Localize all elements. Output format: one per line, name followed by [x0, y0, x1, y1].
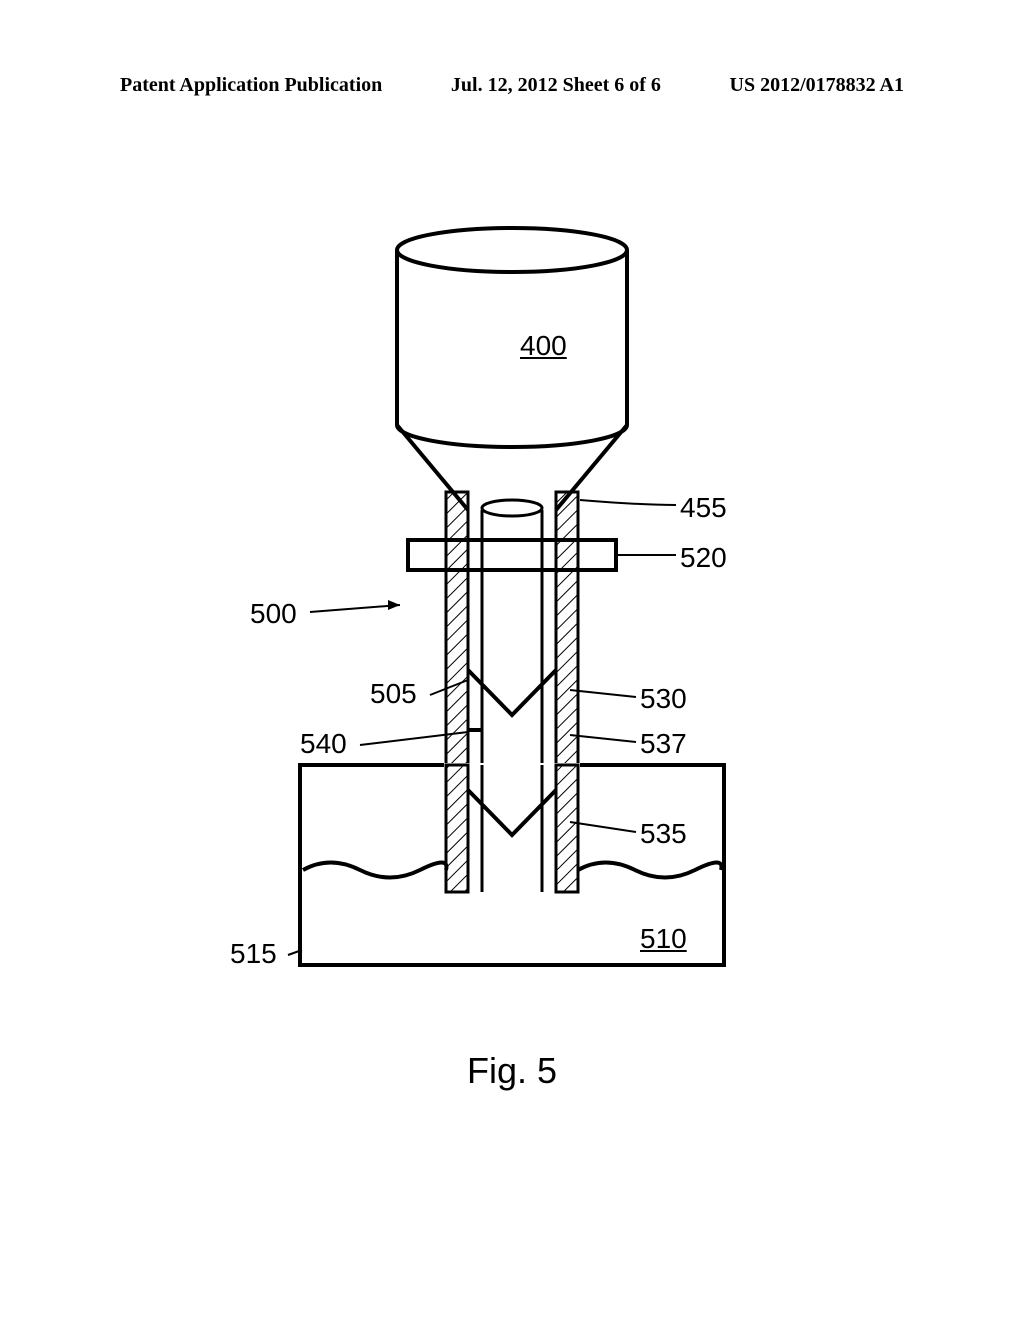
label-500: 500 [250, 598, 297, 630]
label-510: 510 [640, 923, 687, 955]
figure-caption: Fig. 5 [0, 1050, 1024, 1092]
patent-header: Patent Application Publication Jul. 12, … [0, 74, 1024, 97]
label-505: 505 [370, 678, 417, 710]
figure-svg [0, 210, 1024, 1030]
label-520: 520 [680, 542, 727, 574]
label-400: 400 [520, 330, 567, 362]
label-540: 540 [300, 728, 347, 760]
figure-5: 400 455 520 500 505 530 540 537 535 510 … [0, 210, 1024, 1110]
header-left: Patent Application Publication [120, 74, 382, 97]
label-535: 535 [640, 818, 687, 850]
label-515: 515 [230, 938, 277, 970]
label-530: 530 [640, 683, 687, 715]
label-537: 537 [640, 728, 687, 760]
header-center: Jul. 12, 2012 Sheet 6 of 6 [451, 74, 661, 97]
label-455: 455 [680, 492, 727, 524]
header-right: US 2012/0178832 A1 [730, 74, 904, 97]
